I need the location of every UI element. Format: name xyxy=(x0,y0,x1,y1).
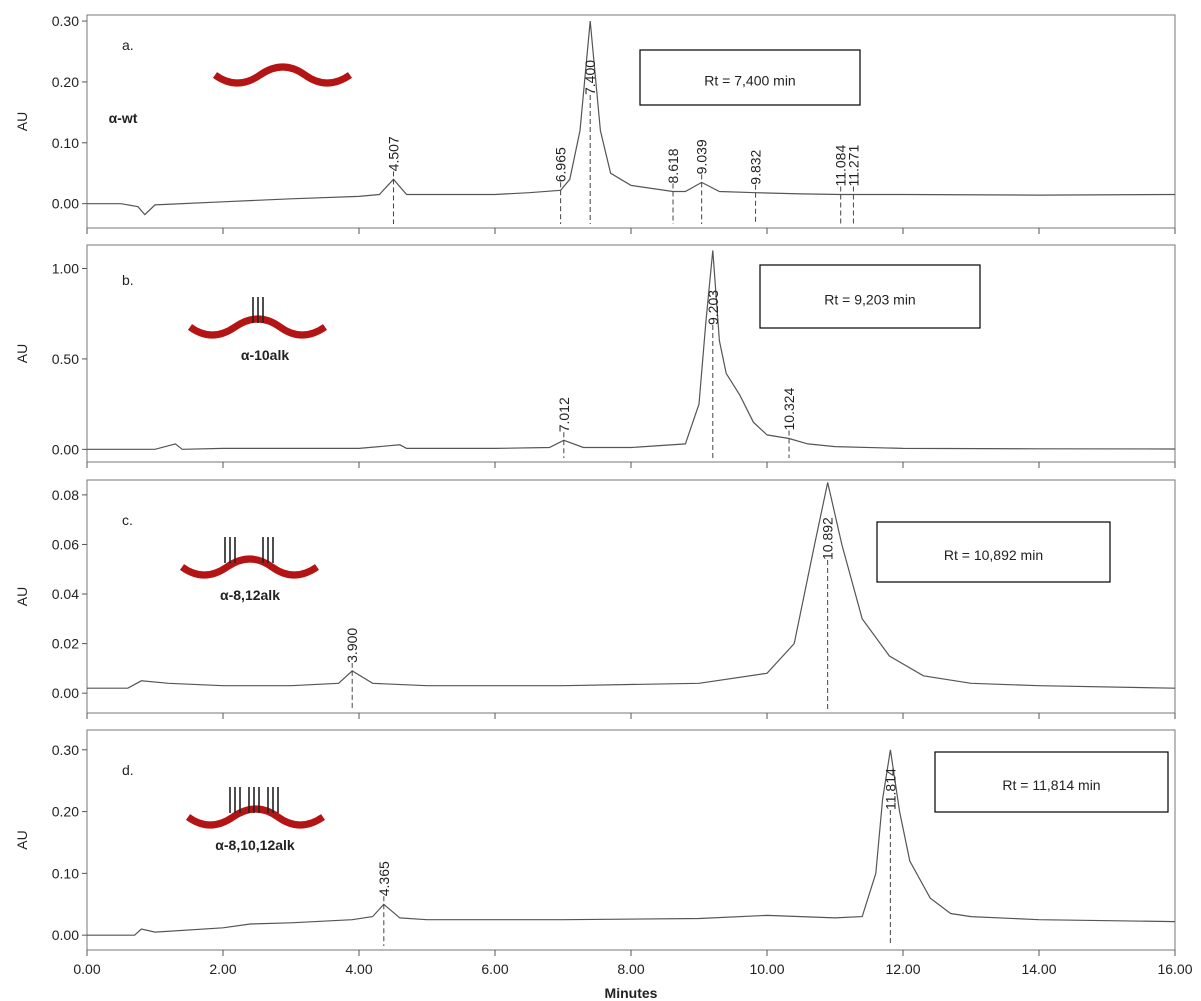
rt-annotation: Rt = 9,203 min xyxy=(824,292,915,308)
trace-line xyxy=(87,250,1176,450)
peak-label: 3.900 xyxy=(344,628,360,663)
y-tick-label: 0.20 xyxy=(52,804,79,820)
peak-label: 10.324 xyxy=(781,387,797,430)
x-tick-label: 12.00 xyxy=(885,961,920,977)
trace-line xyxy=(87,482,1176,689)
peak-label: 11.084 xyxy=(833,145,849,187)
y-tick-label: 0.02 xyxy=(52,636,79,652)
x-tick-label: 10.00 xyxy=(749,961,784,977)
peak-label: 7.400 xyxy=(582,60,598,95)
rt-annotation: Rt = 11,814 min xyxy=(1002,777,1100,793)
panel-label: c. xyxy=(122,512,133,528)
y-tick-label: 0.06 xyxy=(52,536,79,552)
rt-annotation: Rt = 7,400 min xyxy=(704,73,795,89)
panel-label: a. xyxy=(122,37,134,53)
y-axis-label: AU xyxy=(14,587,30,606)
molecule-label: α-wt xyxy=(109,110,138,126)
rt-box xyxy=(759,264,981,329)
peak-label: 8.618 xyxy=(665,148,681,183)
y-axis-label: AU xyxy=(14,830,30,849)
y-tick-label: 0.10 xyxy=(52,135,79,151)
x-axis-label: Minutes xyxy=(605,985,658,1001)
trace-line xyxy=(87,749,1176,936)
y-axis-label: AU xyxy=(14,344,30,363)
y-tick-label: 0.00 xyxy=(52,685,79,701)
rt-box xyxy=(876,521,1111,583)
y-tick-label: 0.10 xyxy=(52,865,79,881)
molecule-ribbon xyxy=(179,555,319,579)
molecule-label: α-10alk xyxy=(241,347,290,363)
molecule-label: α-8,10,12alk xyxy=(215,837,295,853)
molecule-ribbon xyxy=(185,805,325,829)
x-tick-label: 0.00 xyxy=(73,961,100,977)
rt-box xyxy=(639,49,861,106)
peak-label: 9.832 xyxy=(748,149,764,184)
rt-box xyxy=(934,751,1169,813)
x-tick-label: 4.00 xyxy=(345,961,372,977)
y-tick-label: 0.20 xyxy=(52,74,79,90)
molecule-label: α-8,12alk xyxy=(220,587,280,603)
x-tick-label: 8.00 xyxy=(617,961,644,977)
x-tick-label: 6.00 xyxy=(481,961,508,977)
rt-annotation: Rt = 10,892 min xyxy=(944,547,1043,563)
y-tick-label: 0.08 xyxy=(52,487,79,503)
peak-label: 11.814 xyxy=(882,768,898,810)
y-tick-label: 1.00 xyxy=(52,261,79,277)
y-tick-label: 0.00 xyxy=(52,927,79,943)
panel-label: d. xyxy=(122,762,134,778)
y-tick-label: 0.30 xyxy=(52,742,79,758)
trace-line xyxy=(87,21,1176,216)
peak-label: 11.271 xyxy=(845,145,861,187)
peak-label: 4.507 xyxy=(385,136,401,171)
peak-label: 10.892 xyxy=(820,517,836,560)
peak-label: 9.039 xyxy=(694,139,710,174)
y-tick-label: 0.50 xyxy=(52,351,79,367)
x-tick-label: 2.00 xyxy=(209,961,236,977)
peak-label: 9.203 xyxy=(705,290,721,325)
peak-label: 7.012 xyxy=(556,397,572,432)
y-tick-label: 0.30 xyxy=(52,13,79,29)
y-tick-label: 0.00 xyxy=(52,441,79,457)
y-tick-label: 0.00 xyxy=(52,196,79,212)
peak-label: 4.365 xyxy=(376,861,392,896)
panel-label: b. xyxy=(122,272,134,288)
peak-label: 6.965 xyxy=(553,147,569,182)
x-tick-label: 14.00 xyxy=(1021,961,1056,977)
molecule-ribbon xyxy=(212,63,352,87)
plot-frame xyxy=(86,14,1176,229)
y-axis-label: AU xyxy=(14,112,30,131)
x-tick-label: 16.00 xyxy=(1157,961,1192,977)
y-tick-label: 0.04 xyxy=(52,586,79,602)
